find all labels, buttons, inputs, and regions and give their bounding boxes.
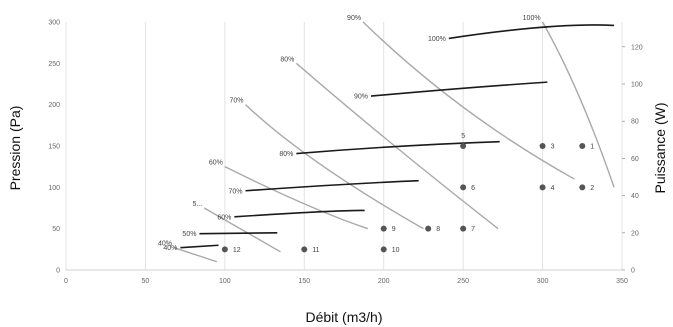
power-curve	[448, 24, 615, 40]
operating-point-label: 5	[461, 133, 465, 140]
pressure-curve	[203, 207, 281, 253]
operating-point	[539, 143, 546, 149]
operating-point-label: 10	[392, 247, 400, 254]
power-curve	[296, 140, 500, 155]
pressure-curve-label: 40%	[158, 241, 172, 248]
y2-tick-label: 0	[631, 268, 635, 275]
pressure-curve-label: 100%	[523, 15, 541, 22]
y-tick-label: 100	[48, 185, 60, 192]
operating-point-label: 6	[471, 185, 475, 192]
y-tick-label: 300	[48, 20, 60, 27]
y2-tick-label: 60	[631, 156, 639, 163]
operating-point-label: 2	[590, 185, 594, 192]
operating-point-label: 8	[436, 226, 440, 233]
y2-tick-label: 120	[631, 44, 643, 51]
y-tick-label: 0	[56, 268, 60, 275]
operating-point	[579, 184, 586, 191]
axis-ticks: 0 50 100 150 200 250 300 3500501001502002503000…	[48, 20, 642, 286]
y-tick-label: 50	[52, 226, 60, 233]
operating-point	[380, 246, 387, 253]
power-curve-label: 70%	[228, 188, 242, 195]
operating-point-label: 11	[312, 247, 319, 254]
operating-point	[380, 225, 387, 232]
x-axis-title: Débit (m3/h)	[305, 309, 382, 325]
operating-point-label: 7	[471, 226, 475, 233]
power-curve-label: 80%	[279, 151, 293, 158]
operating-point	[460, 143, 467, 149]
power-curves: 100% 90% 80% 70% 60% 50% 40%	[163, 24, 615, 252]
power-curve	[245, 179, 419, 192]
power-curve-label: 100%	[428, 36, 446, 43]
power-curve	[180, 244, 219, 249]
x-tick-label: 300	[537, 278, 549, 285]
operating-point	[301, 246, 308, 253]
power-curve-label: 50%	[182, 231, 196, 238]
power-curve	[370, 81, 548, 97]
power-curve-label: 90%	[354, 94, 368, 101]
pressure-curves: 100% 90% 80% 70% 60% 5... 40%	[158, 15, 615, 263]
y2-tick-label: 80	[631, 119, 639, 126]
operating-point	[579, 143, 586, 149]
operating-point-label: 12	[233, 247, 241, 254]
pressure-curve-label: 5...	[192, 201, 202, 208]
y2-tick-label: 20	[631, 230, 639, 237]
x-tick-label: 100	[219, 278, 231, 285]
pressure-curve	[173, 247, 218, 263]
y2-tick-label: 40	[631, 193, 639, 200]
x-tick-label: 250	[457, 278, 469, 285]
operating-point-label: 4	[551, 185, 555, 192]
operating-point	[460, 184, 467, 191]
x-tick-label: 50	[142, 278, 150, 285]
operating-point	[425, 225, 432, 232]
operating-point	[539, 184, 546, 191]
pressure-curve-label: 70%	[229, 98, 243, 105]
power-curve	[234, 209, 365, 218]
pressure-curve-label: 60%	[209, 160, 223, 167]
y-tick-label: 200	[48, 102, 60, 109]
y-axis-title: Pression (Pa)	[7, 106, 23, 191]
operating-point-label: 3	[551, 144, 555, 151]
x-tick-label: 200	[378, 278, 390, 285]
pressure-curve-label: 80%	[280, 56, 294, 63]
y-tick-label: 250	[48, 61, 60, 68]
pressure-curve	[295, 62, 499, 230]
pressure-curve	[541, 21, 615, 188]
power-curve-label: 60%	[217, 214, 231, 221]
y2-tick-label: 100	[631, 81, 643, 88]
pressure-curve	[362, 21, 575, 180]
y-tick-label: 150	[48, 144, 60, 151]
pressure-curve	[224, 166, 369, 230]
operating-point	[221, 246, 228, 253]
pressure-curve-label: 90%	[347, 15, 361, 22]
y2-axis-title: Puissance (W)	[652, 102, 668, 193]
power-curve-label: 40%	[163, 245, 177, 252]
power-curve	[199, 231, 278, 235]
operating-point-label: 9	[392, 226, 396, 233]
operating-point-label: 1	[590, 144, 594, 151]
x-tick-label: 350	[616, 278, 628, 285]
pressure-curve	[245, 104, 424, 230]
x-tick-label: 150	[298, 278, 310, 285]
x-tick-label: 0	[64, 278, 68, 285]
operating-point	[460, 225, 467, 232]
